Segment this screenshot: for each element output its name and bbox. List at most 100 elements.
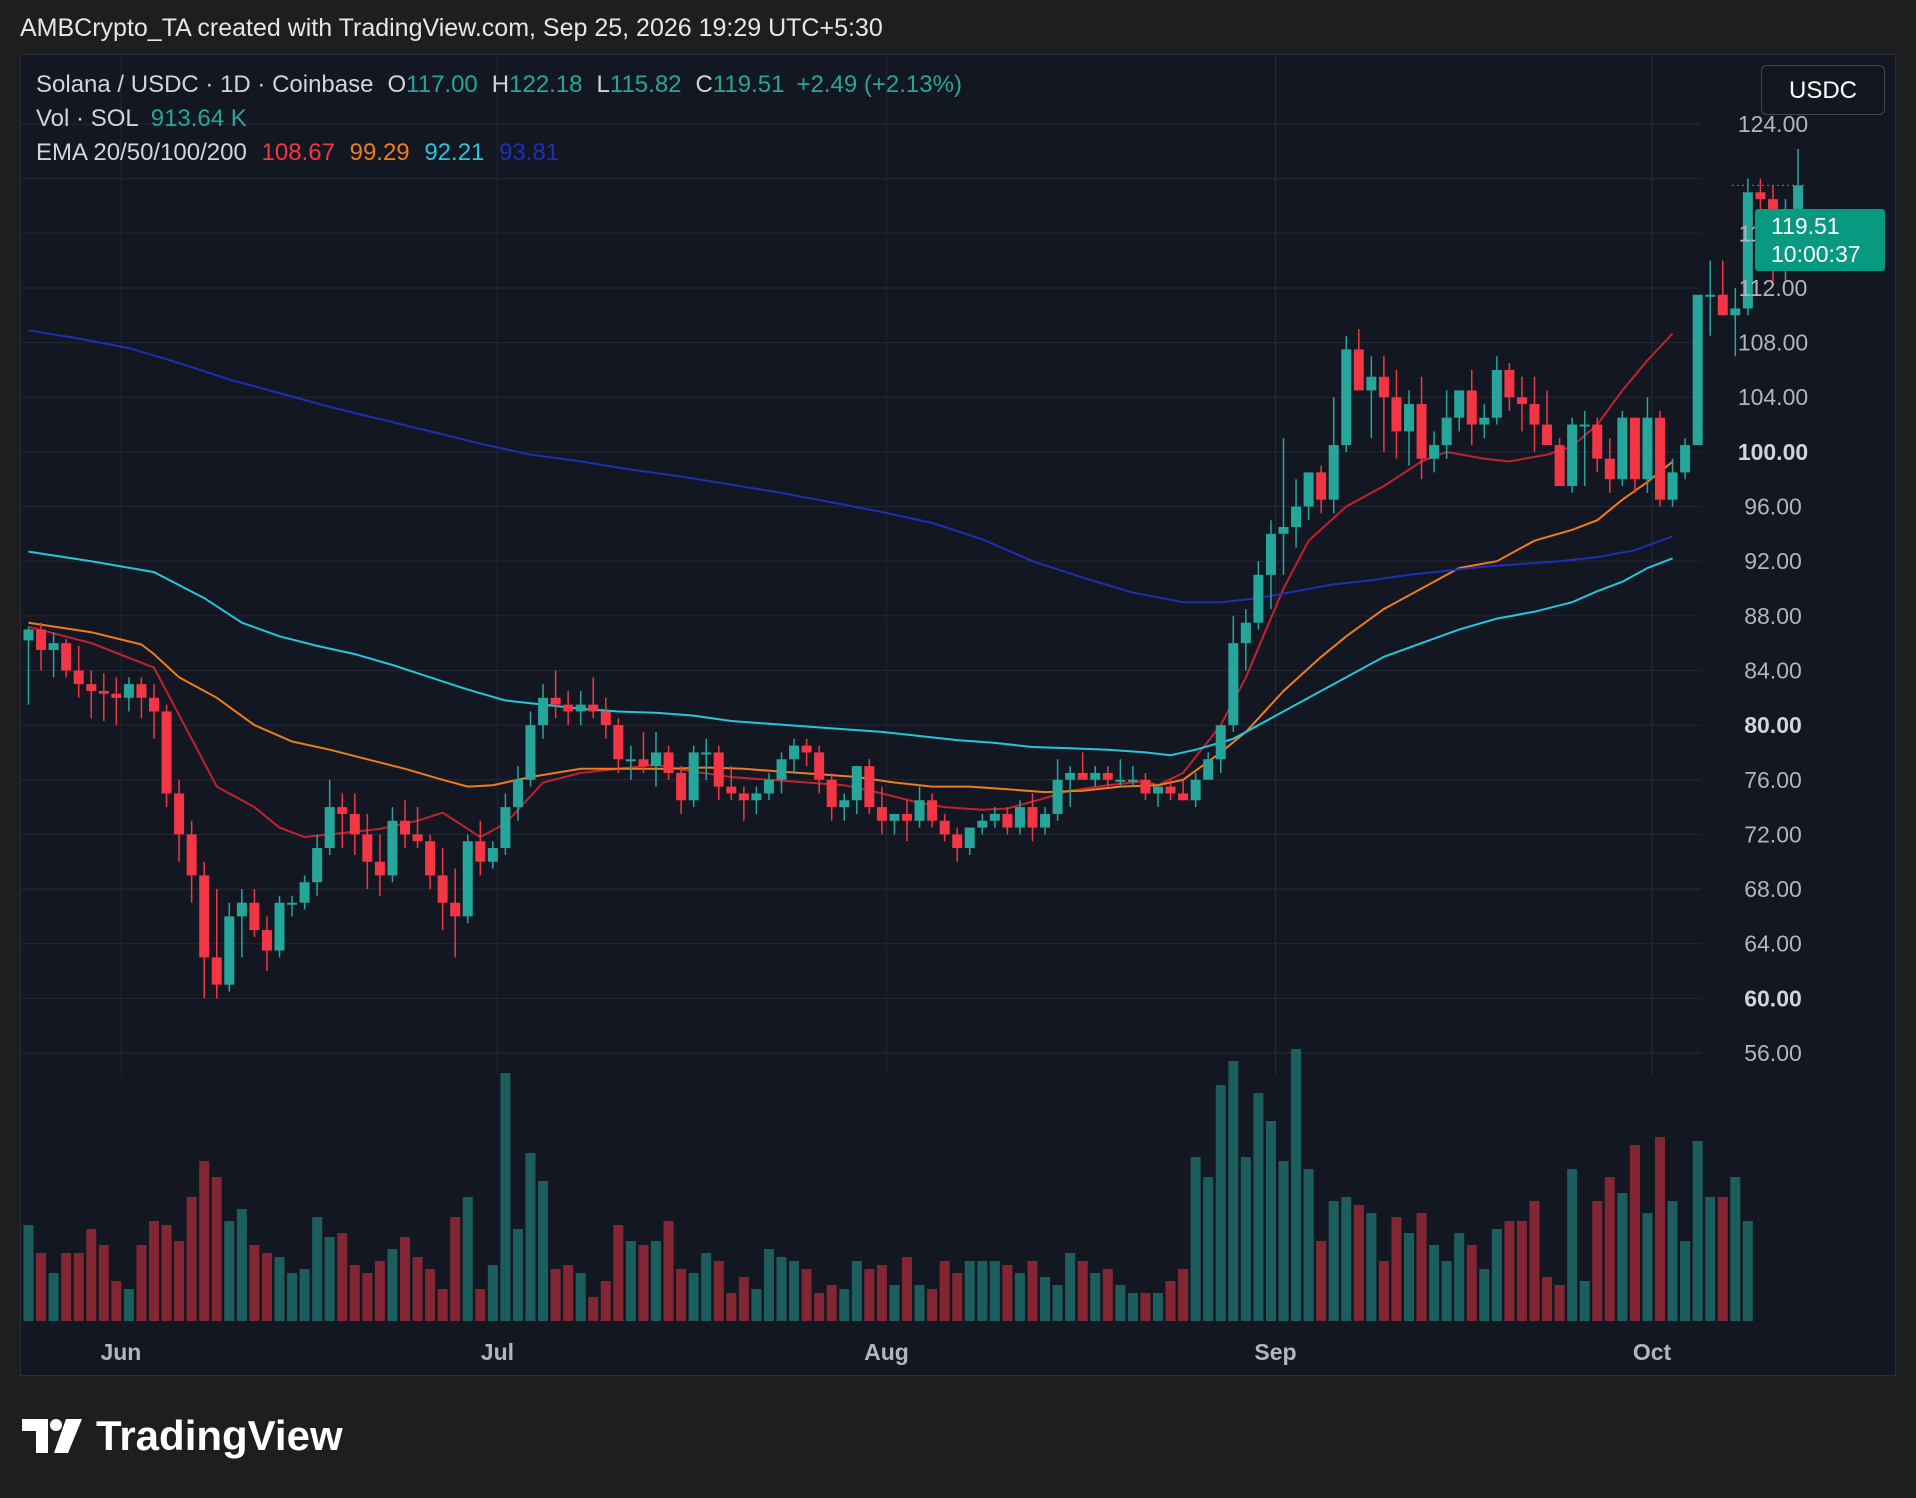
volume-bar	[751, 1289, 762, 1321]
volume-bar	[1717, 1197, 1728, 1321]
volume-bar	[1014, 1273, 1025, 1321]
volume-bar	[425, 1269, 436, 1321]
volume-bar	[73, 1253, 84, 1321]
candle-body	[964, 827, 975, 849]
volume-bar	[1215, 1085, 1226, 1321]
candle-body	[362, 834, 373, 862]
volume-bar	[701, 1253, 712, 1321]
candle-body	[211, 957, 222, 985]
volume-bar	[186, 1197, 197, 1321]
y-tick-label: 96.00	[1744, 494, 1802, 520]
volume-bar	[1240, 1157, 1251, 1321]
candle-body	[1065, 772, 1076, 780]
chart-panel[interactable]: 124.00116.00112.00108.00104.00100.0096.0…	[20, 54, 1896, 1376]
currency-button[interactable]: USDC	[1761, 65, 1885, 115]
candle-body	[123, 684, 134, 698]
volume-bar	[927, 1289, 938, 1321]
candle-body	[864, 766, 875, 808]
candle-body	[801, 745, 812, 753]
legend-ema20-value: 108.67	[261, 139, 335, 166]
volume-bar	[412, 1257, 423, 1321]
candle-body	[1542, 424, 1553, 446]
volume-bar	[814, 1293, 825, 1321]
legend-ema50-value: 99.29	[349, 139, 410, 166]
last-price-value: 119.51	[1771, 213, 1840, 239]
candle-body	[500, 807, 511, 849]
candle-body	[1303, 472, 1314, 507]
legend-symbol[interactable]: Solana / USDC · 1D · Coinbase	[36, 71, 374, 98]
candle-body	[1441, 417, 1452, 446]
x-tick-label: Aug	[864, 1339, 909, 1365]
volume-bar	[839, 1289, 850, 1321]
candle-body	[425, 841, 436, 876]
candle-body	[1115, 779, 1126, 782]
y-tick-label: 88.00	[1744, 603, 1802, 629]
candle-body	[1027, 807, 1038, 828]
volume-bar	[1328, 1201, 1339, 1321]
candle-body	[575, 704, 586, 712]
candle-body	[287, 902, 298, 905]
tradingview-logo[interactable]: TradingView	[22, 1412, 343, 1460]
candle-body	[274, 902, 285, 951]
candle-body	[1366, 376, 1377, 391]
candlestick-chart[interactable]: 124.00116.00112.00108.00104.00100.0096.0…	[21, 55, 1897, 1377]
candle-body	[550, 697, 561, 705]
candle-body	[1002, 813, 1013, 828]
volume-bar	[312, 1217, 323, 1321]
candle-body	[512, 779, 523, 808]
volume-bar	[1378, 1261, 1389, 1321]
volume-bar	[676, 1269, 687, 1321]
chart-header: AMBCrypto_TA created with TradingView.co…	[20, 14, 883, 42]
legend-volume-label[interactable]: Vol · SOL	[36, 105, 139, 132]
volume-bar	[1190, 1157, 1201, 1321]
candle-body	[199, 875, 210, 958]
candle-body	[1692, 294, 1703, 446]
candle-body	[651, 752, 661, 767]
volume-bar	[1542, 1277, 1553, 1321]
candle-body	[1127, 779, 1138, 782]
candle-body	[1102, 772, 1113, 780]
candle-body	[324, 807, 335, 849]
volume-bar	[1065, 1253, 1076, 1321]
candle-body	[1165, 786, 1176, 794]
legend-ema-label[interactable]: EMA 20/50/100/200	[36, 139, 247, 166]
volume-bar	[1265, 1121, 1276, 1321]
volume-bar	[1617, 1193, 1628, 1321]
candle-body	[1592, 424, 1603, 459]
candle-body	[914, 800, 925, 821]
volume-bar	[939, 1261, 950, 1321]
y-tick-label: 56.00	[1744, 1040, 1802, 1066]
volume-bar	[663, 1221, 674, 1321]
candle-body	[1040, 813, 1051, 828]
candle-body	[1680, 445, 1691, 473]
candle-body	[23, 629, 34, 641]
volume-bar	[1153, 1293, 1163, 1321]
candle-body	[111, 693, 122, 698]
candle-body	[1240, 622, 1251, 644]
candle-body	[249, 902, 260, 931]
volume-bar	[224, 1221, 235, 1321]
candle-body	[952, 834, 963, 849]
y-tick-label: 92.00	[1744, 548, 1802, 574]
candle-body	[1316, 472, 1327, 500]
volume-bar	[324, 1237, 335, 1321]
volume-bar	[1730, 1177, 1741, 1321]
y-tick-label: 68.00	[1744, 876, 1802, 902]
candle-body	[839, 800, 850, 808]
candle-body	[563, 704, 574, 712]
volume-bar	[776, 1257, 787, 1321]
candle-body	[1642, 417, 1653, 480]
candle-body	[174, 793, 185, 835]
candle-body	[261, 930, 272, 951]
volume-bar	[763, 1249, 774, 1321]
candle-body	[977, 820, 988, 828]
candle-body	[412, 834, 423, 842]
candle-body	[1391, 397, 1402, 432]
volume-bar	[1278, 1161, 1289, 1321]
volume-bar	[1592, 1201, 1603, 1321]
x-tick-label: Jul	[481, 1339, 514, 1365]
candle-body	[713, 752, 724, 787]
legend-ohlc: Solana / USDC · 1D · Coinbase O117.00 H122…	[36, 71, 962, 99]
candle-body	[538, 697, 549, 726]
volume-bar	[1454, 1233, 1465, 1321]
